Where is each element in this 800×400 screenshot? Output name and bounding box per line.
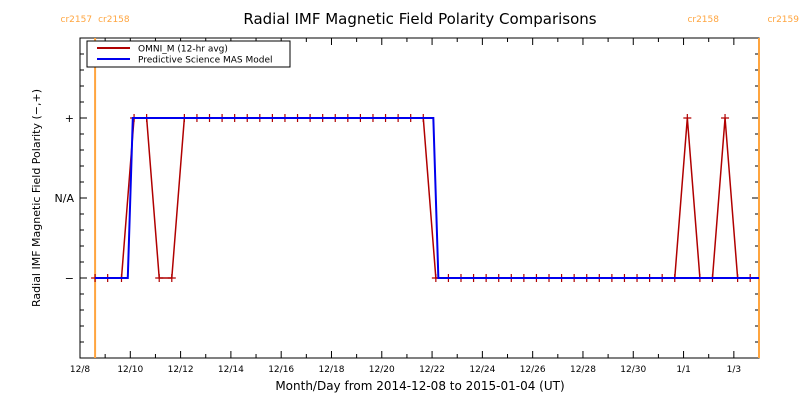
x-axis-label: Month/Day from 2014-12-08 to 2015-01-04 … bbox=[275, 379, 564, 393]
legend-label-mas: Predictive Science MAS Model bbox=[138, 56, 273, 66]
x-tick-label: 1/3 bbox=[727, 365, 741, 375]
y-tick-label: − bbox=[65, 272, 74, 285]
data-point-marker bbox=[683, 114, 692, 122]
legend-label-omni: OMNI_M (12-hr avg) bbox=[138, 45, 228, 55]
x-tick-label: 12/12 bbox=[168, 365, 194, 375]
y-axis-label: Radial IMF Magnetic Field Polarity (−,+) bbox=[30, 89, 43, 307]
carrington-label-left: cr2158 bbox=[687, 15, 719, 25]
x-tick-label: 12/24 bbox=[469, 365, 495, 375]
x-tick-label: 12/10 bbox=[117, 365, 143, 375]
x-tick-label: 12/30 bbox=[620, 365, 646, 375]
x-tick-label: 12/18 bbox=[319, 365, 345, 375]
x-tick-label: 12/16 bbox=[268, 365, 294, 375]
x-tick-label: 12/14 bbox=[218, 365, 244, 375]
x-tick-label: 1/1 bbox=[676, 365, 690, 375]
series-line-omni bbox=[95, 117, 751, 279]
data-point-marker bbox=[167, 274, 176, 282]
x-tick-label: 12/26 bbox=[520, 365, 546, 375]
legend: OMNI_M (12-hr avg) Predictive Science MA… bbox=[86, 40, 291, 68]
x-tick-label: 12/8 bbox=[70, 365, 90, 375]
legend-box bbox=[86, 40, 291, 68]
data-point-marker bbox=[155, 274, 164, 282]
y-tick-label: + bbox=[65, 112, 74, 125]
x-tick-label: 12/20 bbox=[369, 365, 395, 375]
x-tick-label: 12/28 bbox=[570, 365, 596, 375]
carrington-label-left: cr2157 bbox=[61, 15, 93, 25]
data-point-marker bbox=[721, 114, 730, 122]
x-tick-label: 12/22 bbox=[419, 365, 445, 375]
series-line-mas bbox=[95, 117, 759, 279]
y-tick-label: N/A bbox=[55, 192, 75, 205]
chart-title: Radial IMF Magnetic Field Polarity Compa… bbox=[243, 10, 596, 28]
plot-frame bbox=[79, 37, 760, 359]
carrington-label-right: cr2158 bbox=[98, 15, 130, 25]
carrington-label-right: cr2159 bbox=[767, 15, 799, 25]
